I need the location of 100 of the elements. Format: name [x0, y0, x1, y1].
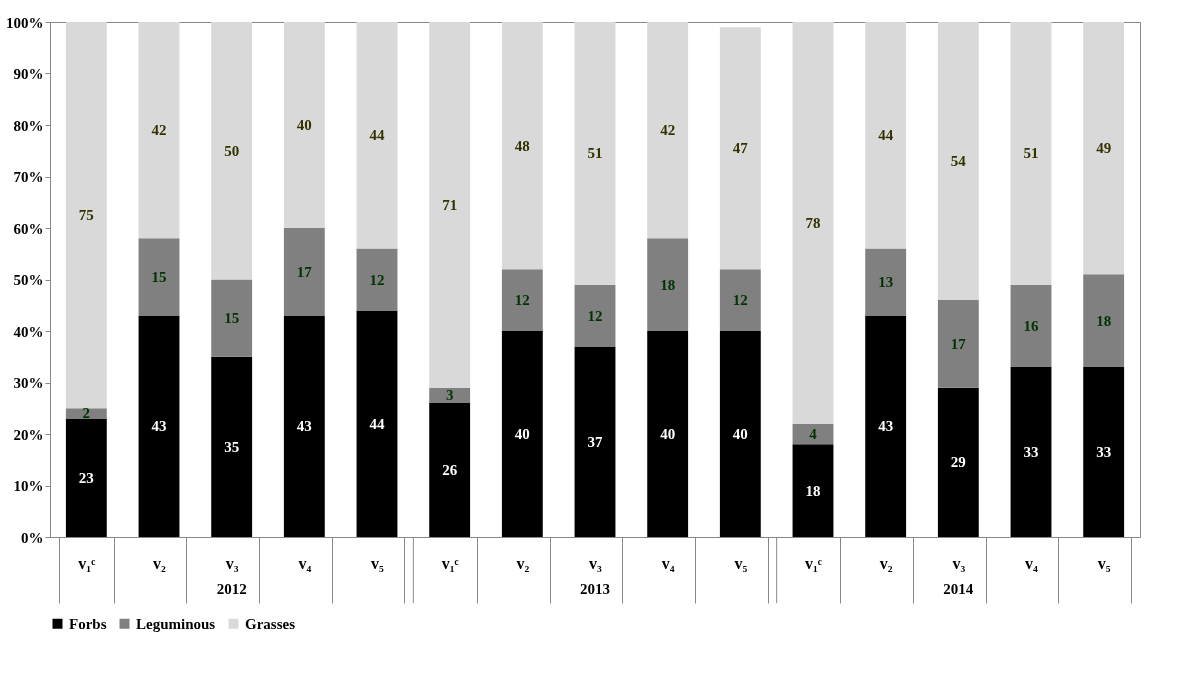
x-tick-label: v₂: [153, 554, 167, 572]
bar: [647, 22, 689, 239]
data-label: 23: [78, 469, 94, 486]
bar: [719, 269, 761, 331]
y-tick-label: 40%: [13, 323, 44, 340]
bar: [574, 22, 616, 285]
data-label: 44: [369, 415, 385, 432]
data-label: 33: [1023, 444, 1039, 461]
data-label: 3: [445, 387, 454, 404]
data-label: 17: [296, 263, 313, 280]
bar: [1083, 274, 1125, 368]
data-label: 51: [1023, 145, 1039, 162]
bar: [937, 22, 979, 301]
bar: [574, 346, 616, 537]
bar: [283, 228, 325, 316]
bar: [429, 403, 471, 537]
data-label: 71: [442, 196, 458, 213]
y-tick-label: 0%: [21, 529, 44, 546]
data-label: 18: [660, 276, 676, 293]
data-label: 29: [950, 454, 966, 471]
bar: [138, 315, 180, 537]
x-tick-label: v₅: [1097, 554, 1111, 572]
data-label: 54: [950, 153, 967, 170]
bar: [356, 248, 398, 311]
data-label: 15: [224, 310, 240, 327]
data-label: 47: [732, 140, 749, 157]
x-tick-label: v₃: [225, 554, 239, 572]
bar: [138, 22, 180, 239]
bar: [65, 418, 107, 537]
bar: [283, 315, 325, 537]
data-label: 33: [1096, 444, 1112, 461]
data-label: 75: [78, 207, 94, 224]
data-label: 51: [587, 145, 603, 162]
y-tick-label: 30%: [13, 375, 44, 391]
data-label: 37: [587, 433, 603, 450]
bar: [865, 22, 907, 249]
data-label: 12: [732, 292, 748, 309]
x-tick-label: v₂: [516, 554, 530, 572]
bar: [647, 238, 689, 331]
bar: [65, 22, 107, 409]
bar: [719, 331, 761, 537]
text: 2014: [943, 581, 974, 597]
bar: [1083, 367, 1125, 537]
bar: [937, 300, 979, 388]
bar: [501, 331, 543, 537]
x-tick-label: v₃: [952, 554, 966, 572]
x-tick-label: v₂: [879, 554, 893, 572]
bar: [1083, 22, 1125, 275]
data-label: 17: [950, 335, 967, 352]
bar: [719, 27, 761, 270]
data-label: 40: [296, 117, 312, 133]
data-label: 44: [369, 127, 385, 144]
data-label: 43: [151, 418, 167, 435]
data-label: 13: [878, 274, 894, 291]
x-tick-label: v₅: [371, 554, 385, 572]
y-tick-label: 70%: [13, 169, 44, 185]
bar: [283, 22, 325, 228]
data-label: 78: [805, 214, 821, 231]
x-tick-label: v₁ᶜ: [78, 554, 96, 572]
data-label: 43: [296, 418, 312, 435]
data-label: 15: [151, 268, 167, 285]
data-label: 48: [514, 137, 530, 154]
data-label: 40: [660, 426, 676, 442]
text: 2013: [580, 581, 610, 597]
bar: [211, 356, 253, 537]
x-tick-label: v₄: [661, 554, 675, 572]
y-tick-label: 50%: [13, 272, 44, 288]
bar: [1010, 284, 1052, 368]
data-label: 4: [809, 426, 818, 442]
legend-label: Leguminous: [136, 615, 216, 632]
data-label: 43: [878, 418, 894, 435]
data-label: 42: [660, 122, 676, 139]
bar: [1010, 367, 1052, 537]
bar: [937, 387, 979, 537]
bar: [429, 22, 471, 388]
data-label: 49: [1096, 140, 1112, 157]
y-tick-label: 100%: [6, 14, 44, 31]
bar: [865, 315, 907, 537]
bar: [1010, 22, 1052, 285]
bar: [792, 444, 834, 537]
data-label: 35: [224, 438, 240, 455]
x-tick-label: v₄: [298, 554, 312, 572]
data-label: 2: [82, 405, 91, 422]
data-label: 18: [805, 482, 821, 499]
x-tick-label: v₁ᶜ: [441, 554, 459, 572]
bar: [356, 310, 398, 537]
data-label: 16: [1023, 317, 1039, 334]
x-tick-label: v₁ᶜ: [805, 554, 822, 572]
data-label: 26: [442, 462, 458, 479]
bar: [211, 22, 253, 280]
x-tick-label: v₄: [1025, 554, 1039, 572]
y-tick-label: 10%: [13, 478, 44, 494]
bar: [647, 331, 689, 537]
data-label: 12: [587, 307, 603, 324]
bar: [574, 284, 616, 347]
bar: [138, 238, 180, 316]
text: 2012: [216, 581, 247, 597]
y-tick-label: 80%: [13, 117, 44, 134]
bar: [211, 279, 253, 357]
bar: [501, 269, 543, 331]
